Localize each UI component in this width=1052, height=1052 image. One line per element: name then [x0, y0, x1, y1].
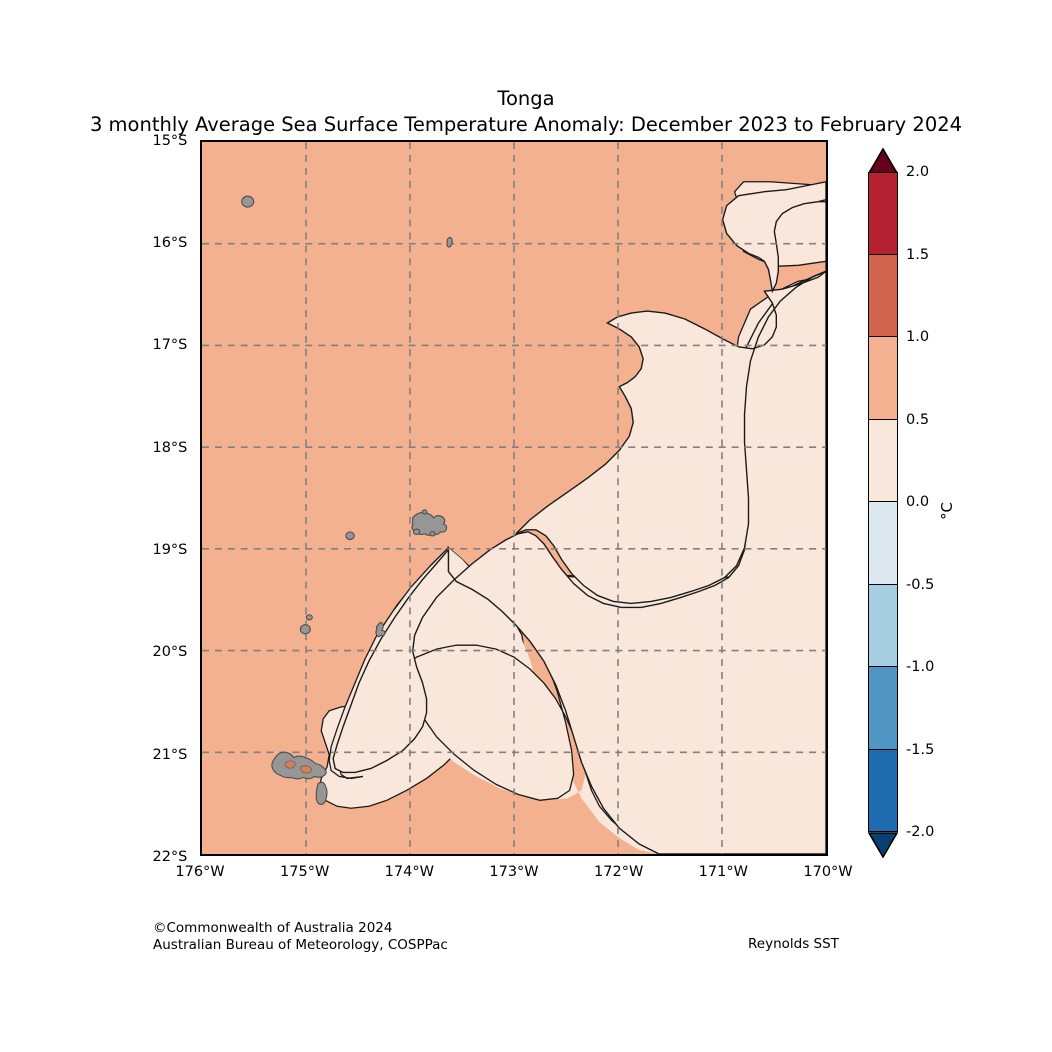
ytick-text: 18°S [152, 440, 188, 456]
ytick-label-20S: 20°S [0, 644, 192, 660]
ytick-text: 21°S [152, 747, 188, 763]
footer-data-source: Reynolds SST [748, 936, 839, 952]
colorbar-band--1.0--0.5 [868, 584, 898, 667]
xtick-text: 171°W [698, 864, 748, 880]
ytick-label-17S: 17°S [0, 337, 192, 353]
ytick-label-21S: 21°S [0, 747, 192, 763]
island-group-haapai [375, 622, 386, 638]
colorbar-over-arrow [868, 148, 898, 174]
island-niuafoou [241, 195, 255, 208]
island-landmasses [241, 195, 453, 805]
colorbar-tick-1.5: 1.5 [906, 246, 930, 263]
colorbar-tick--1.0: -1.0 [906, 659, 935, 675]
anomaly-contour-notch [721, 181, 826, 294]
colorbar-band-1.5-2.0 [868, 172, 898, 255]
colorbar-band-0.0-0.5 [868, 419, 898, 502]
colorbar-unit-label: °C [938, 502, 956, 520]
ytick-label-16S: 16°S [0, 235, 192, 251]
colorbar-tick--2.0: -2.0 [906, 824, 935, 840]
island-late [345, 531, 355, 541]
footer-agency: Australian Bureau of Meteorology, COSPPa… [153, 937, 448, 953]
xtick-text: 170°W [803, 864, 853, 880]
xtick-label-172W: 172°W [594, 864, 643, 880]
colorbar-tick-1.0: 1.0 [906, 329, 930, 345]
island-group-vavau [411, 509, 448, 537]
island-eua [315, 781, 328, 805]
xtick-text: 172°W [594, 864, 644, 880]
colorbar-tick-2.0: 2.0 [906, 164, 930, 180]
xtick-text: 175°W [280, 864, 330, 880]
xtick-label-173W: 173°W [489, 864, 538, 880]
island-group-tongatapu [271, 751, 327, 780]
map-svg [202, 142, 826, 854]
ytick-text: 20°S [152, 644, 188, 660]
ytick-label-19S: 19°S [0, 542, 192, 558]
island-niuatoputapu [446, 236, 453, 248]
island-group-kao-tofua [299, 614, 313, 635]
title-line-description: 3 monthly Average Sea Surface Temperatur… [89, 113, 963, 136]
ytick-text: 15°S [152, 133, 188, 149]
xtick-label-176W: 176°W [175, 864, 224, 880]
colorbar-tick-0.5: 0.5 [906, 411, 930, 428]
xtick-label-175W: 175°W [280, 864, 329, 880]
colorbar-band--0.5-0.0 [868, 502, 898, 585]
map-plot-area [200, 140, 828, 856]
graticule-grid [202, 142, 826, 854]
colorbar-tick--1.5: -1.5 [906, 741, 935, 758]
colorbar-band--1.5--1.0 [868, 667, 898, 750]
xtick-text: 176°W [175, 864, 225, 880]
ytick-text: 16°S [152, 235, 188, 251]
ytick-text: 17°S [152, 337, 188, 353]
anomaly-contour-upper-light [515, 270, 826, 605]
xtick-text: 174°W [384, 864, 434, 880]
ytick-text: 19°S [152, 542, 188, 558]
xtick-label-171W: 171°W [699, 864, 748, 880]
colorbar-tick--0.5: -0.5 [906, 576, 935, 593]
colorbar[interactable] [868, 172, 898, 832]
xtick-text: 173°W [489, 864, 539, 880]
xtick-label-170W: 170°W [803, 864, 852, 880]
footer-attribution: ©Commonwealth of Australia 2024 Australi… [153, 920, 448, 954]
ytick-label-18S: 18°S [0, 440, 192, 456]
footer-copyright: ©Commonwealth of Australia 2024 [153, 920, 393, 936]
ytick-label-15S: 15°S [0, 133, 192, 149]
ytick-text: 22°S [152, 849, 188, 865]
colorbar-under-arrow [868, 832, 898, 858]
colorbar-band-0.5-1.0 [868, 337, 898, 420]
ytick-label-22S: 22°S [0, 849, 192, 865]
chart-title: Tonga 3 monthly Average Sea Surface Temp… [0, 86, 1052, 138]
xtick-label-174W: 174°W [385, 864, 434, 880]
title-line-region: Tonga [497, 87, 555, 110]
colorbar-band--2.0--1.5 [868, 749, 898, 832]
colorbar-tick-0.0: 0.0 [906, 494, 930, 510]
colorbar-band-1.0-1.5 [868, 254, 898, 337]
